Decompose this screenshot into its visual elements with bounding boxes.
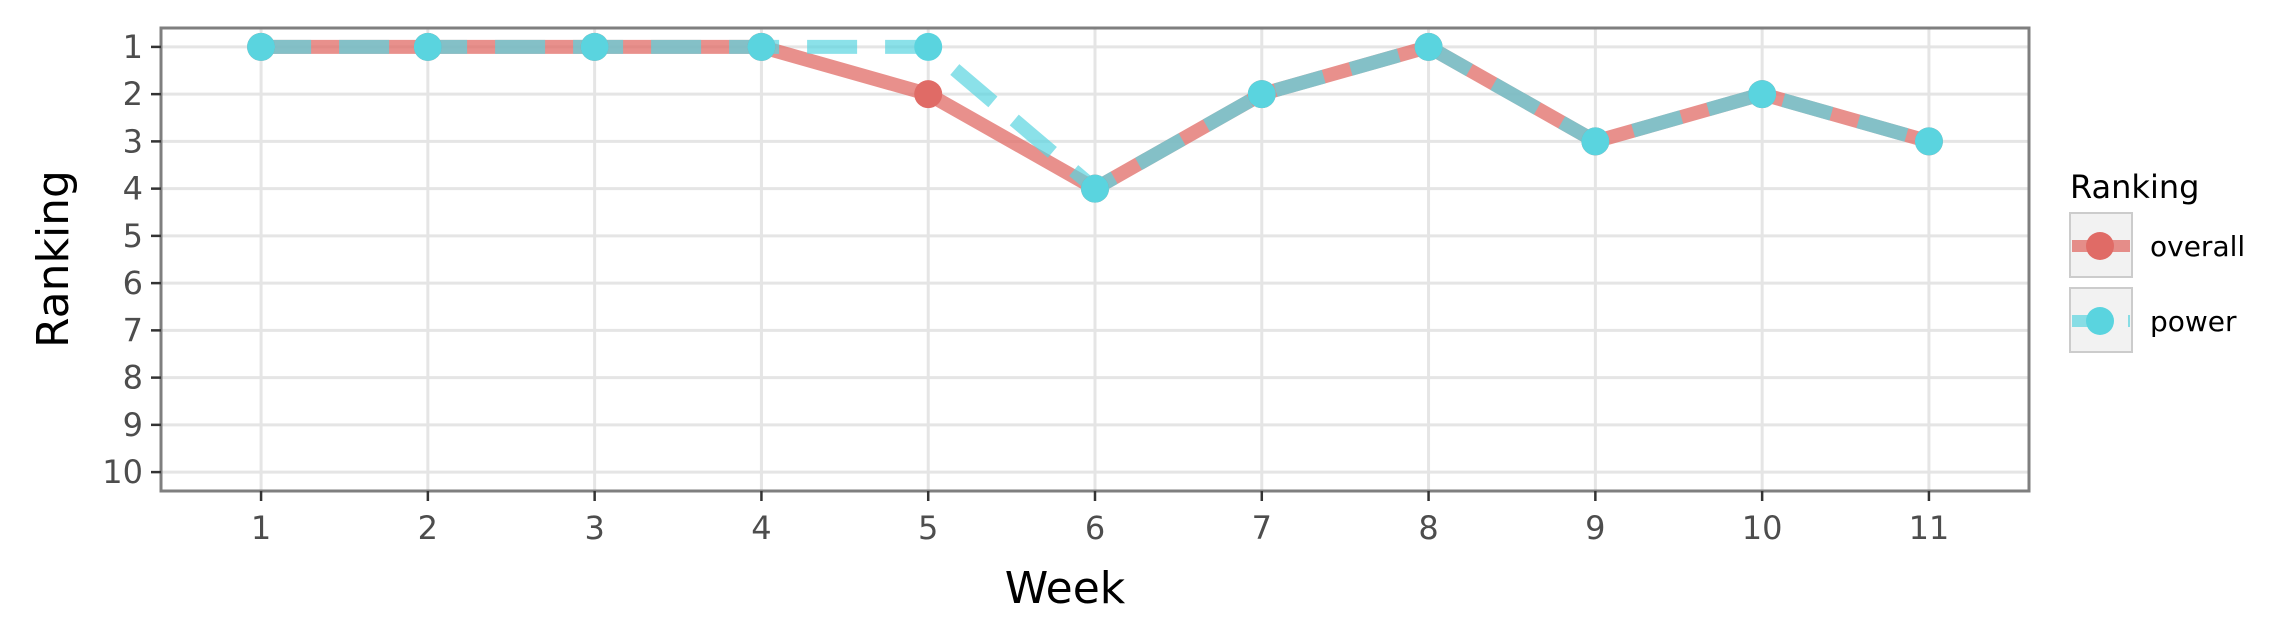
data-point-power xyxy=(1748,80,1777,109)
y-tick-label: 6 xyxy=(123,264,143,302)
y-axis: 1 2 3 4 5 6 7 8 9 10 xyxy=(102,28,161,491)
x-axis: 1 2 3 4 5 6 7 8 9 10 11 xyxy=(251,491,1949,547)
y-tick-label: 3 xyxy=(123,122,143,160)
legend: Ranking overall power xyxy=(2069,168,2245,353)
x-tick-label: 5 xyxy=(918,509,938,547)
y-axis-title: Ranking xyxy=(28,170,79,348)
legend-title: Ranking xyxy=(2070,168,2199,206)
x-tick-label: 1 xyxy=(251,509,271,547)
data-point-power xyxy=(247,32,276,61)
x-tick-label: 3 xyxy=(584,509,604,547)
y-tick-label: 5 xyxy=(123,217,143,255)
series-layer xyxy=(247,32,1943,203)
legend-label-overall: overall xyxy=(2150,230,2245,263)
x-tick-label: 2 xyxy=(418,509,438,547)
legend-key-overall xyxy=(2069,212,2133,278)
grid-lines xyxy=(161,28,2029,491)
data-point-power xyxy=(1914,127,1943,156)
y-tick-label: 7 xyxy=(123,311,143,349)
data-point-power xyxy=(1247,80,1276,109)
x-tick-label: 11 xyxy=(1909,509,1950,547)
y-tick-label: 9 xyxy=(123,406,143,444)
x-tick-label: 8 xyxy=(1418,509,1438,547)
data-point-power xyxy=(1081,174,1109,203)
data-point-power xyxy=(747,32,776,61)
y-tick-label: 4 xyxy=(123,170,143,208)
data-point-overall xyxy=(914,80,943,109)
x-tick-label: 9 xyxy=(1585,509,1605,547)
y-tick-label: 2 xyxy=(123,75,143,113)
x-tick-label: 6 xyxy=(1085,509,1105,547)
y-tick-label: 10 xyxy=(102,453,143,491)
y-tick-label: 1 xyxy=(123,28,143,66)
data-point-power xyxy=(914,32,943,61)
x-axis-title: Week xyxy=(1005,563,1126,614)
legend-label-power: power xyxy=(2150,305,2237,338)
data-point-power xyxy=(413,32,442,61)
data-point-power xyxy=(1414,32,1443,61)
x-tick-label: 4 xyxy=(751,509,771,547)
y-tick-label: 8 xyxy=(123,359,143,397)
x-tick-label: 7 xyxy=(1252,509,1272,547)
legend-key-power xyxy=(2069,287,2133,353)
data-point-power xyxy=(580,32,609,61)
x-tick-label: 10 xyxy=(1742,509,1783,547)
data-point-power xyxy=(1581,127,1610,156)
